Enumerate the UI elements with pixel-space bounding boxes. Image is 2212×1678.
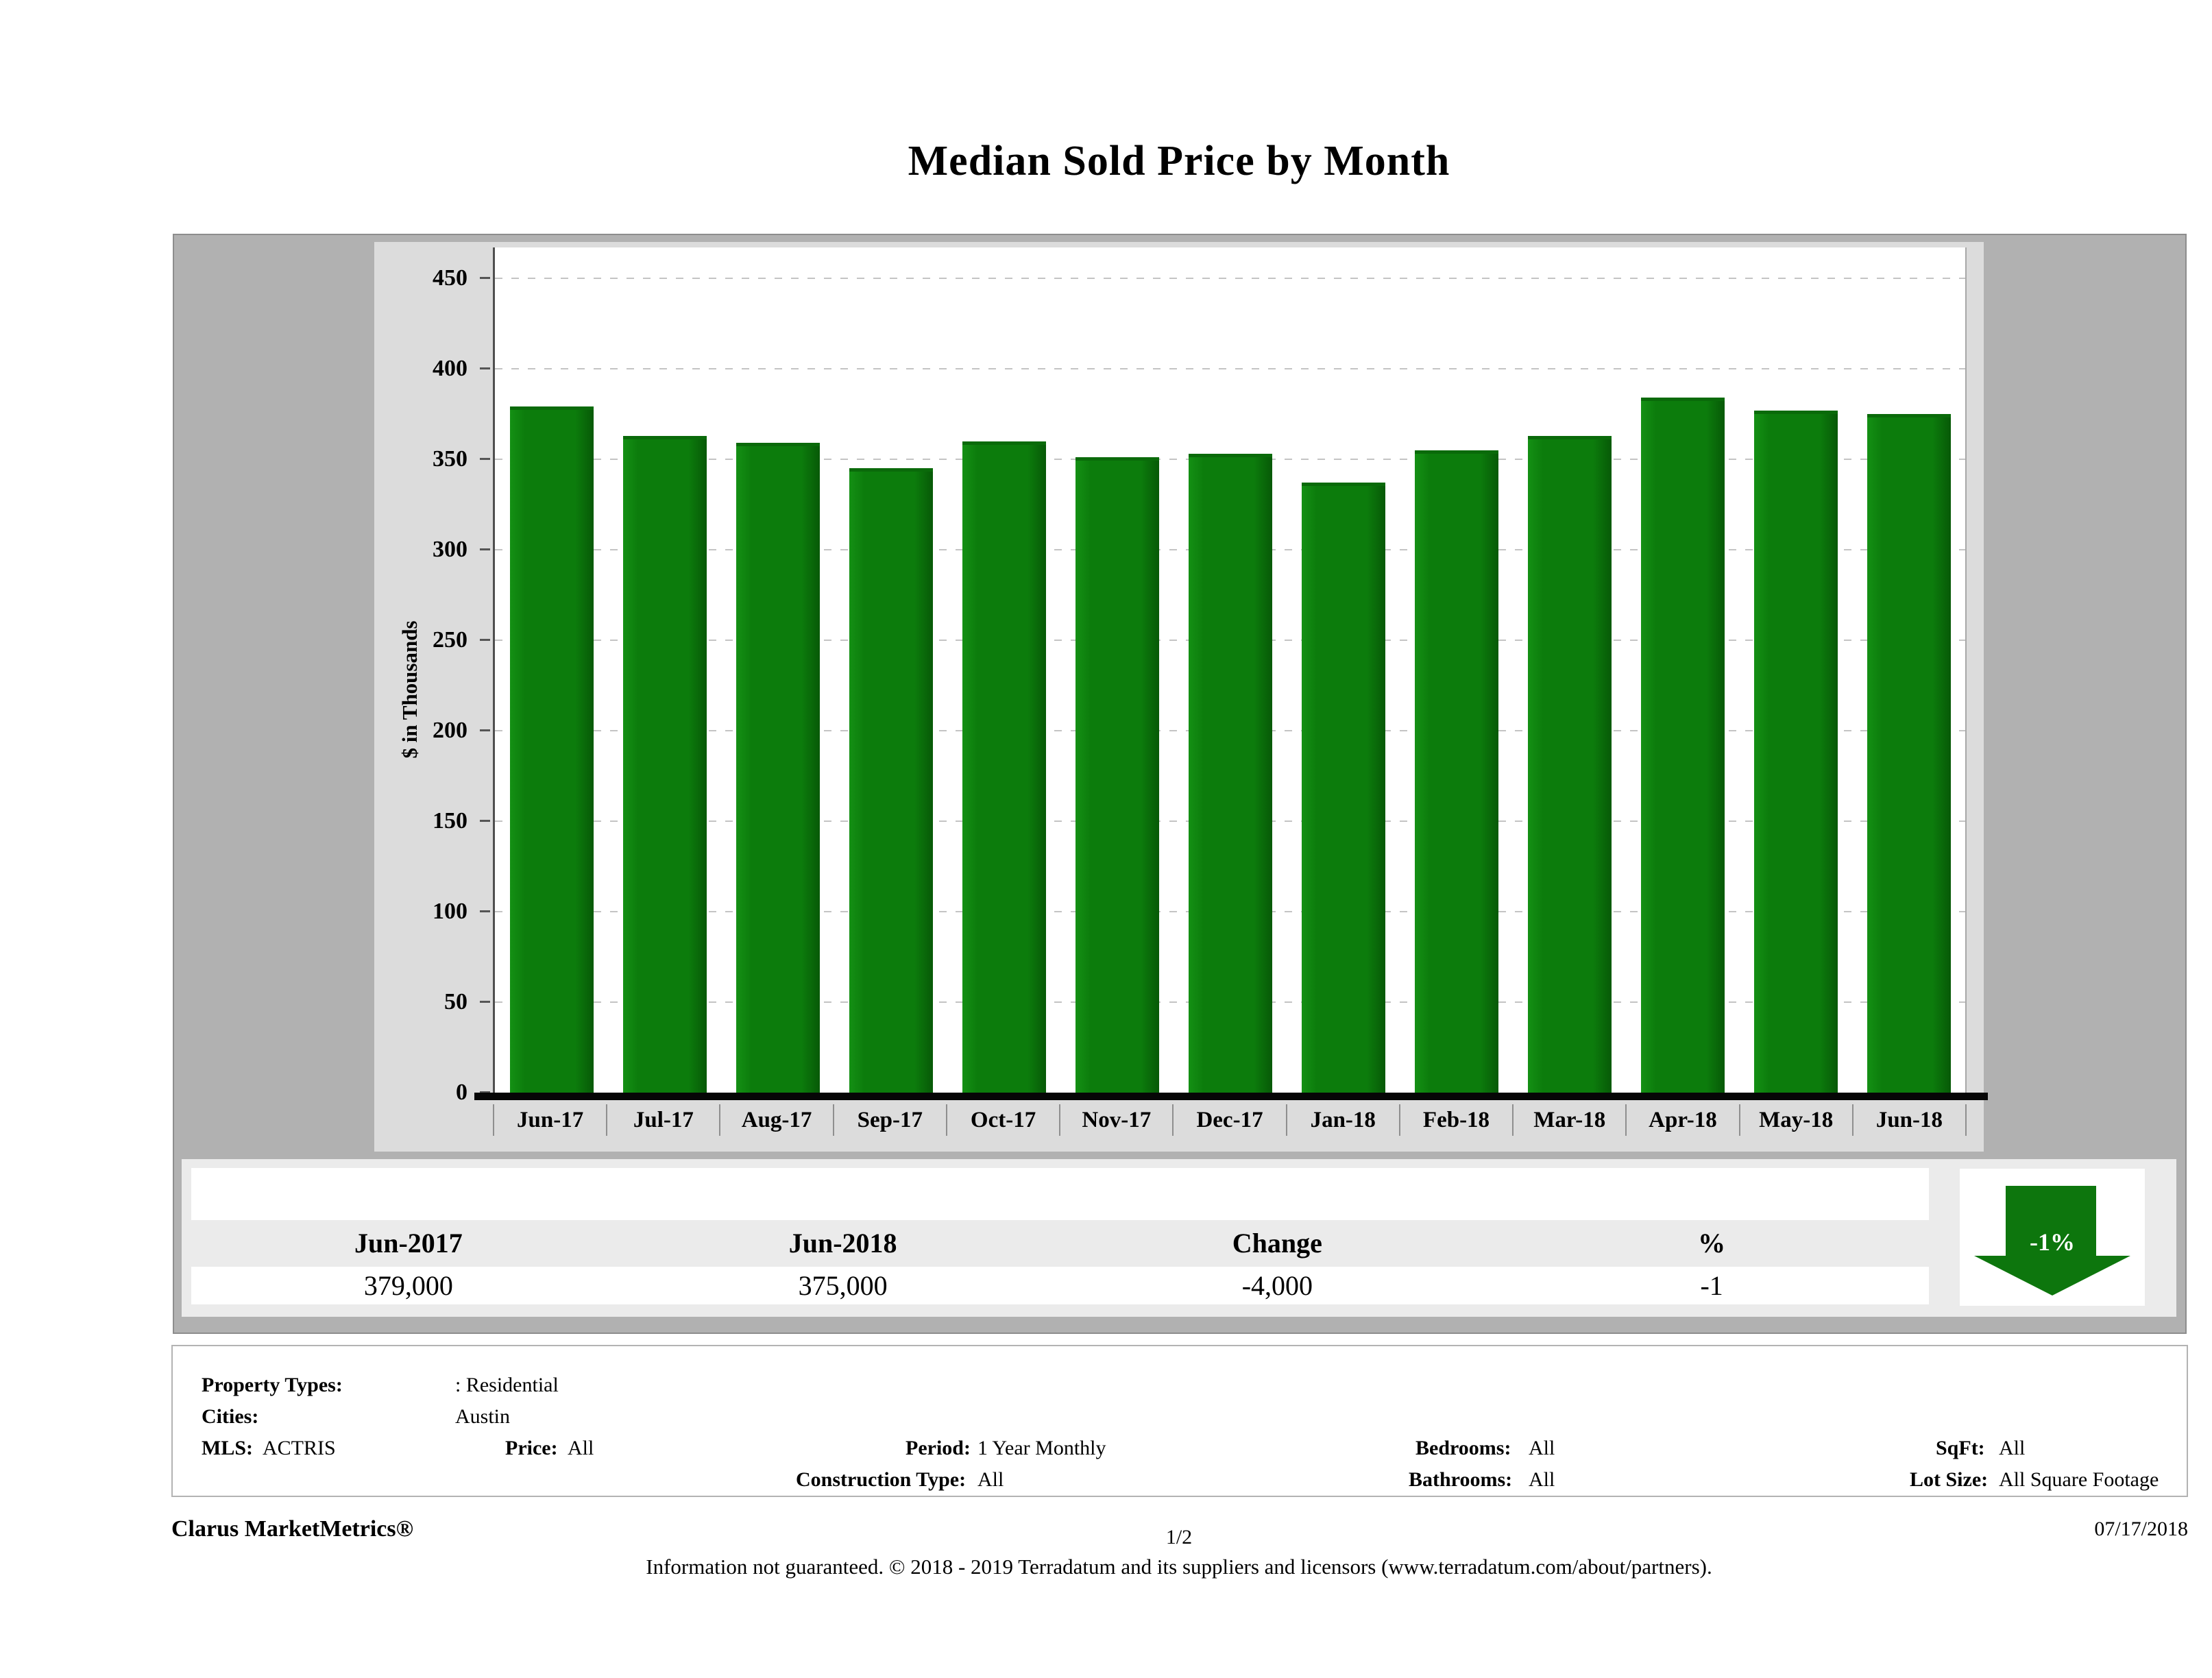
summary-value-percent: -1 (1700, 1270, 1723, 1301)
y-tick-mark-50 (480, 1001, 490, 1003)
chart-box: $ in Thousands 0 50 100 150 200 250 300 350 400 4… (374, 242, 1988, 1152)
cities-value: Austin (455, 1405, 511, 1428)
footer-date: 07/17/2018 (2094, 1518, 2188, 1540)
y-tick-mark-100 (480, 910, 490, 912)
bar-Aug-17 (736, 443, 820, 1093)
bar-May-18 (1753, 410, 1838, 1093)
x-tick-label-Aug-17: Aug-17 (719, 1104, 832, 1136)
property-types-label: Property Types: (202, 1374, 343, 1396)
x-axis-tick-labels: Jun-17 Jul-17 Aug-17 Sep-17 Oct-17 Nov-17 Dec-… (493, 1104, 1967, 1136)
y-tick-mark-300 (480, 548, 490, 550)
y-tick-mark-0 (480, 1091, 490, 1093)
footer-disclaimer: Information not guaranteed. © 2018 - 201… (646, 1555, 1712, 1579)
property-types-value: : Residential (455, 1374, 559, 1396)
bar-Jun-18 (1867, 414, 1951, 1093)
bar-Sep-17 (849, 468, 933, 1093)
bedrooms-label: Bedrooms: (1415, 1437, 1511, 1459)
y-tick-mark-450 (480, 277, 490, 279)
y-tick-label-150: 150 (433, 808, 467, 834)
bar-Apr-18 (1640, 398, 1725, 1093)
x-tick-label-Jun-17: Jun-17 (493, 1104, 606, 1136)
sqft-value: All (1999, 1437, 2026, 1459)
y-tick-label-50: 50 (444, 989, 467, 1014)
period-label: Period: (906, 1437, 971, 1459)
arrow-down-icon (2006, 1186, 2096, 1256)
summary-value-row: 379,000 375,000 -4,000 -1 (191, 1267, 1929, 1304)
filters-panel: Property Types: : Residential Cities: Au… (171, 1345, 2188, 1497)
construction-type-label: Construction Type: (796, 1468, 967, 1491)
page-title: Median Sold Price by Month (908, 138, 1450, 184)
price-label: Price: (505, 1437, 558, 1459)
y-tick-label-350: 350 (433, 446, 467, 472)
summary-header-jun2017: Jun-2017 (354, 1228, 463, 1258)
summary-header-row: Jun-2017 Jun-2018 Change % (191, 1220, 1929, 1267)
plot-area (493, 247, 1967, 1093)
bathrooms-value: All (1529, 1468, 1555, 1491)
x-axis-line (474, 1093, 1988, 1100)
lot-size-value: All Square Footage (1999, 1468, 2159, 1491)
y-tick-label-400: 400 (433, 356, 467, 381)
bar-Jun-17 (509, 406, 594, 1093)
period-value: 1 Year Monthly (977, 1437, 1106, 1459)
lot-size-label: Lot Size: (1910, 1468, 1989, 1491)
bar-Dec-17 (1188, 454, 1272, 1093)
cities-label: Cities: (202, 1405, 259, 1428)
summary-header-percent: % (1698, 1228, 1726, 1258)
gridline-400 (495, 368, 1965, 369)
x-tick-label-Dec-17: Dec-17 (1172, 1104, 1285, 1136)
mls-value: ACTRIS (263, 1437, 336, 1459)
summary-value-jun2018: 375,000 (798, 1270, 888, 1301)
bar-Feb-18 (1414, 450, 1498, 1093)
summary-header-jun2018: Jun-2018 (788, 1228, 897, 1258)
summary-value-jun2017: 379,000 (363, 1270, 453, 1301)
summary-table: Jun-2017 Jun-2018 Change % 379,000 375,0… (182, 1159, 2176, 1317)
bedrooms-value: All (1529, 1437, 1555, 1459)
bar-Nov-17 (1075, 457, 1159, 1093)
y-tick-label-0: 0 (456, 1080, 467, 1105)
x-tick-label-Jun-18: Jun-18 (1851, 1104, 1967, 1136)
y-tick-mark-200 (480, 729, 490, 731)
summary-header-change: Change (1232, 1228, 1322, 1258)
bar-Mar-18 (1527, 435, 1612, 1093)
y-tick-mark-150 (480, 820, 490, 822)
gridline-450 (495, 278, 1965, 279)
bar-Jul-17 (622, 435, 707, 1093)
bar-Jan-18 (1301, 483, 1385, 1093)
summary-empty-row (191, 1168, 1929, 1220)
y-tick-label-300: 300 (433, 537, 467, 562)
price-value: All (568, 1437, 594, 1459)
x-tick-label-Oct-17: Oct-17 (945, 1104, 1059, 1136)
x-tick-label-Sep-17: Sep-17 (832, 1104, 946, 1136)
sqft-label: SqFt: (1936, 1437, 1985, 1459)
y-tick-mark-250 (480, 639, 490, 641)
x-tick-label-Mar-18: Mar-18 (1512, 1104, 1625, 1136)
x-tick-label-Jan-18: Jan-18 (1285, 1104, 1399, 1136)
summary-value-change: -4,000 (1241, 1270, 1313, 1301)
y-axis-tick-labels: 0 50 100 150 200 250 300 350 400 450 (374, 247, 470, 1104)
x-tick-label-Jul-17: Jul-17 (606, 1104, 719, 1136)
bathrooms-label: Bathrooms: (1409, 1468, 1513, 1491)
trend-badge: -1% (1960, 1169, 2145, 1306)
construction-type-value: All (977, 1468, 1004, 1491)
arrow-down-icon-head (1974, 1256, 2130, 1296)
mls-label: MLS: (202, 1437, 253, 1459)
x-tick-label-Feb-18: Feb-18 (1398, 1104, 1512, 1136)
footer-page-number: 1/2 (1165, 1526, 1193, 1548)
y-tick-label-100: 100 (433, 899, 467, 924)
x-tick-label-Nov-17: Nov-17 (1059, 1104, 1172, 1136)
footer-brand: Clarus MarketMetrics® (171, 1516, 413, 1542)
y-tick-label-450: 450 (433, 265, 467, 291)
y-tick-mark-400 (480, 367, 490, 369)
bar-Oct-17 (962, 441, 1046, 1093)
trend-badge-label: -1% (2030, 1228, 2075, 1256)
y-tick-mark-350 (480, 458, 490, 460)
y-tick-label-250: 250 (433, 627, 467, 653)
y-tick-label-200: 200 (433, 718, 467, 743)
x-tick-label-Apr-18: Apr-18 (1625, 1104, 1738, 1136)
y-axis-tick-marks (476, 247, 490, 1093)
x-tick-label-May-18: May-18 (1738, 1104, 1852, 1136)
